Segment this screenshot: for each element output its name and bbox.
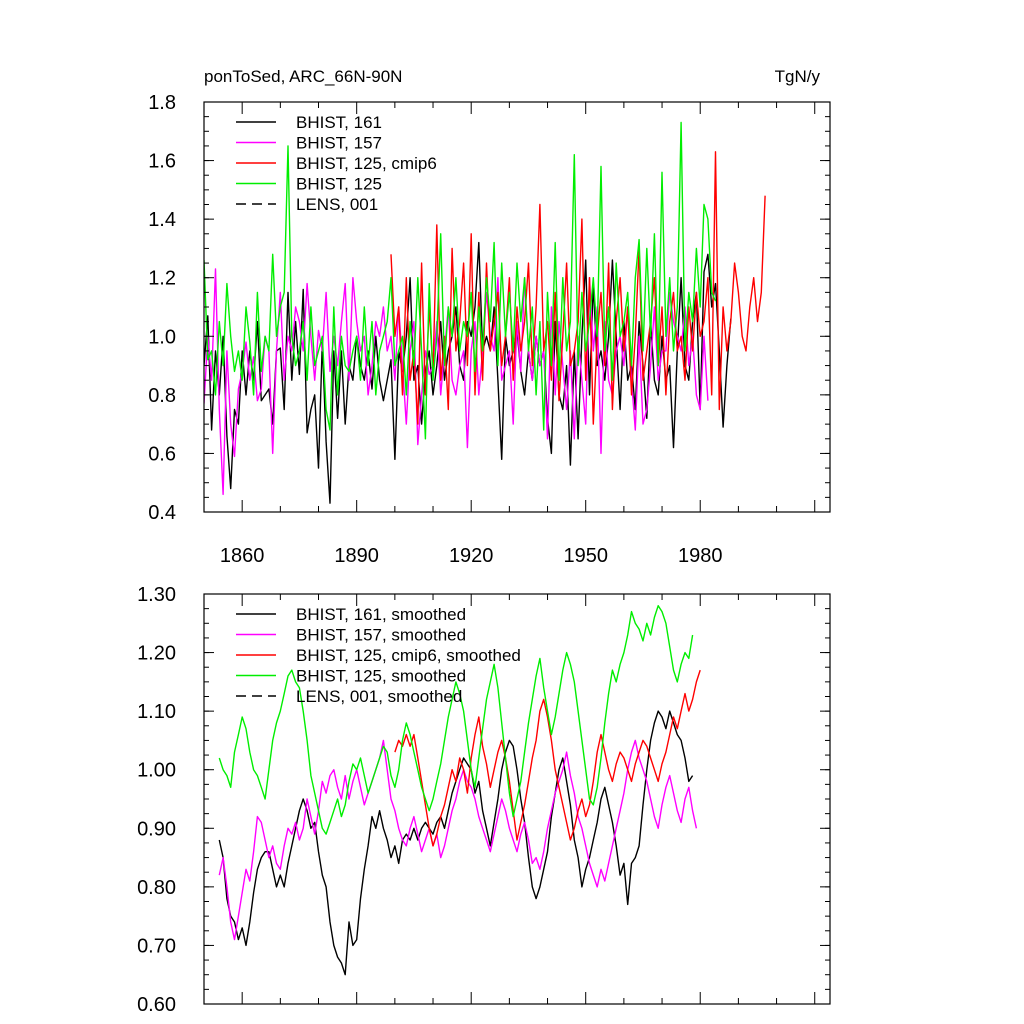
- top-ytick-label: 0.8: [148, 385, 176, 407]
- bottom-legend-label: LENS, 001, smoothed: [296, 687, 462, 706]
- top-legend-label: BHIST, 157: [296, 134, 382, 153]
- bottom-ytick-label: 1.20: [137, 643, 176, 665]
- bottom-series-line-1: [218, 739, 698, 941]
- top-legend-label: LENS, 001: [296, 195, 378, 214]
- top-ytick-label: 0.4: [148, 502, 176, 524]
- bottom-ytick-label: 0.80: [137, 877, 176, 899]
- top-series-group: [204, 121, 766, 504]
- top-ytick-label: 1.8: [148, 92, 176, 114]
- top-series-line-3: [204, 121, 717, 440]
- bottom-legend: BHIST, 161, smoothed BHIST, 157, smoothed…: [236, 605, 521, 706]
- top-ytick-label: 1.0: [148, 326, 176, 348]
- top-ytick-label: 1.2: [148, 268, 176, 290]
- bottom-series-group: [218, 605, 701, 976]
- bottom-ytick-label: 1.30: [137, 584, 176, 606]
- bottom-ytick-label: 1.10: [137, 701, 176, 723]
- bottom-series-line-0: [218, 710, 694, 976]
- top-legend-label: BHIST, 161: [296, 113, 382, 132]
- chart-title: ponToSed, ARC_66N-90N: [204, 67, 402, 86]
- top-legend-label: BHIST, 125, cmip6: [296, 154, 437, 173]
- top-legend-label: BHIST, 125: [296, 175, 382, 194]
- bottom-series-line-3: [218, 605, 694, 835]
- top-series-line-0: [204, 241, 732, 504]
- top-xtick-label: 1920: [449, 545, 494, 567]
- top-panel: 0.4 0.6 0.8 1.0 1.2 1.4 1.6 1.8 1860 1890 1920 1950…: [148, 92, 831, 567]
- top-xtick-label: 1890: [334, 545, 379, 567]
- bottom-legend-label: BHIST, 125, cmip6, smoothed: [296, 646, 521, 665]
- bottom-series-line-2: [394, 669, 701, 847]
- top-ytick-label: 1.6: [148, 151, 176, 173]
- bottom-axis-ticks: 0.60 0.70 0.80 0.90 1.00 1.10 1.20 1.30: [137, 584, 830, 1016]
- bottom-ytick-label: 1.00: [137, 760, 176, 782]
- top-series-line-1: [204, 268, 709, 496]
- top-series-line-2: [390, 151, 766, 425]
- bottom-plot-frame: [203, 593, 831, 1005]
- top-plot-frame: [203, 101, 831, 513]
- top-xtick-label: 1860: [220, 545, 265, 567]
- bottom-ytick-label: 0.60: [137, 994, 176, 1016]
- top-ytick-label: 0.6: [148, 443, 176, 465]
- bottom-legend-label: BHIST, 125, smoothed: [296, 667, 466, 686]
- bottom-legend-label: BHIST, 157, smoothed: [296, 626, 466, 645]
- top-axis-ticks: 0.4 0.6 0.8 1.0 1.2 1.4 1.6 1.8 1860 1890 1920 1950…: [148, 92, 830, 567]
- bottom-ytick-label: 0.70: [137, 935, 176, 957]
- top-ytick-label: 1.4: [148, 209, 176, 231]
- top-xtick-label: 1980: [678, 545, 723, 567]
- bottom-legend-label: BHIST, 161, smoothed: [296, 605, 466, 624]
- units-label: TgN/y: [775, 67, 821, 86]
- top-xtick-label: 1950: [563, 545, 608, 567]
- bottom-panel: 0.60 0.70 0.80 0.90 1.00 1.10 1.20 1.30 BHIST, …: [137, 584, 831, 1016]
- bottom-ytick-label: 0.90: [137, 818, 176, 840]
